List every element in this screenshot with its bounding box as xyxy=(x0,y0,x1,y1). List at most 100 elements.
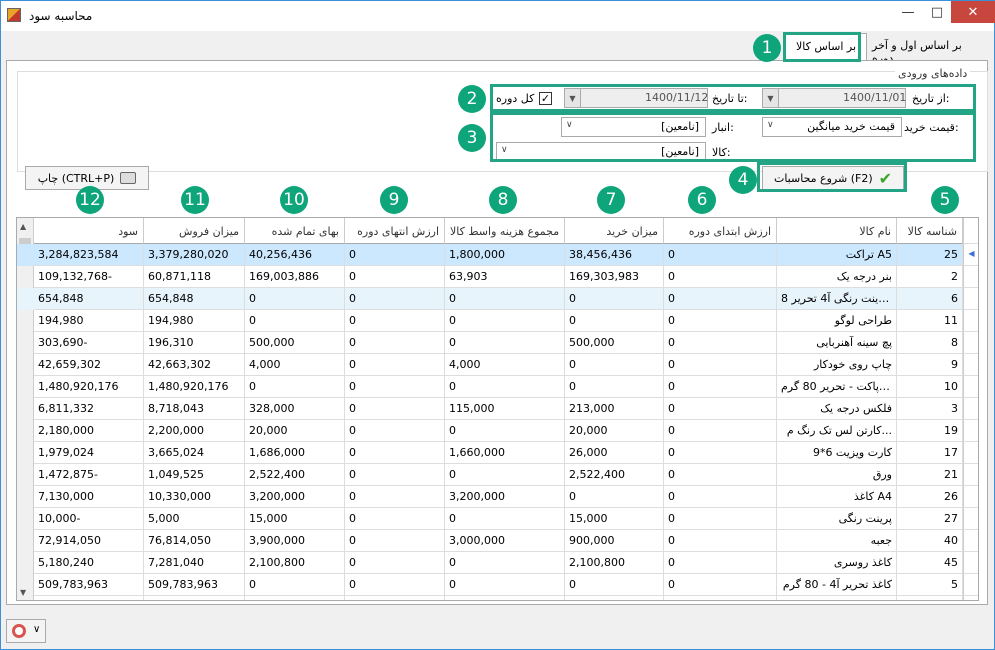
current-row-indicator[interactable]: ◀ xyxy=(963,244,978,266)
table-cell[interactable]: 60,871,118 xyxy=(144,266,245,288)
table-row[interactable]: 19 کارتن لس تک رنگ م... 0 20,000 0 0 20,000 2,2… xyxy=(17,420,963,442)
row-selector[interactable] xyxy=(963,398,978,420)
column-header[interactable]: مجموع هزینه واسط کالا xyxy=(445,218,565,244)
table-row[interactable]: 11 طراحی لوگو 0 0 0 0 0 194,980 194,980 xyxy=(17,310,963,332)
table-cell[interactable]: 140,000 xyxy=(565,596,664,600)
table-cell[interactable]: 7,130,000 xyxy=(34,486,144,508)
column-header[interactable]: میزان فروش xyxy=(144,218,245,244)
table-cell[interactable]: 8,718,043 xyxy=(144,398,245,420)
cell-goods-name[interactable]: ورق xyxy=(777,464,897,486)
table-cell[interactable]: 2,522,400 xyxy=(245,464,345,486)
table-cell[interactable]: 0 xyxy=(664,244,777,266)
cell-goods-name[interactable]: بروشور دو لت xyxy=(777,596,897,600)
table-cell[interactable]: 3,284,823,584 xyxy=(34,244,144,266)
table-cell[interactable]: 0 xyxy=(664,288,777,310)
purchase-price-combo[interactable]: ∨ قیمت خرید میانگین xyxy=(762,117,902,137)
table-cell[interactable]: 0 xyxy=(345,486,445,508)
table-cell[interactable]: 1,800,000 xyxy=(445,244,565,266)
table-cell[interactable]: 1,472,875- xyxy=(34,464,144,486)
whole-period-checkbox[interactable]: ✓ xyxy=(539,92,552,105)
cell-goods-id[interactable]: 27 xyxy=(897,508,963,530)
table-cell[interactable]: 4,000 xyxy=(445,354,565,376)
cell-goods-id[interactable]: 17 xyxy=(897,442,963,464)
table-cell[interactable]: 3,000,000 xyxy=(445,530,565,552)
table-row[interactable]: 3 فلکس درجه یک 0 213,000 115,000 0 328,000 8,71… xyxy=(17,398,963,420)
table-cell[interactable]: 76,814,050 xyxy=(144,530,245,552)
table-cell[interactable]: 1,480,920,176 xyxy=(144,376,245,398)
table-cell[interactable]: 0 xyxy=(565,376,664,398)
cell-goods-name[interactable]: بنر درجه یک xyxy=(777,266,897,288)
table-cell[interactable]: 900,000 xyxy=(565,530,664,552)
table-cell[interactable]: 0 xyxy=(445,332,565,354)
table-cell[interactable]: 7,281,040 xyxy=(144,552,245,574)
row-selector[interactable] xyxy=(963,486,978,508)
table-cell[interactable]: 3,200,000 xyxy=(445,486,565,508)
cell-goods-id[interactable]: 26 xyxy=(897,486,963,508)
table-cell[interactable]: 0 xyxy=(565,574,664,596)
table-cell[interactable]: 328,000 xyxy=(245,398,345,420)
cell-goods-name[interactable]: پرینت رنگی xyxy=(777,508,897,530)
table-cell[interactable]: 0 xyxy=(664,310,777,332)
table-cell[interactable]: 63,903 xyxy=(445,266,565,288)
column-header[interactable]: بهای تمام شده xyxy=(245,218,345,244)
table-cell[interactable]: 0 xyxy=(664,552,777,574)
table-row[interactable]: 26 کاغذ A4 0 0 3,200,000 0 3,200,000 10,330,000… xyxy=(17,486,963,508)
table-cell[interactable]: 0 xyxy=(445,552,565,574)
table-cell[interactable]: 0 xyxy=(245,310,345,332)
table-cell[interactable]: 0 xyxy=(664,420,777,442)
cell-goods-name[interactable]: کاغذ A4 xyxy=(777,486,897,508)
table-cell[interactable]: 196,310 xyxy=(144,332,245,354)
table-cell[interactable]: 1,660,000 xyxy=(445,442,565,464)
table-cell[interactable]: 1,406,100 xyxy=(34,596,144,600)
cell-goods-id[interactable]: 6 xyxy=(897,288,963,310)
table-cell[interactable]: 0 xyxy=(664,486,777,508)
column-header[interactable]: میزان خرید xyxy=(565,218,664,244)
table-cell[interactable]: 303,690- xyxy=(34,332,144,354)
table-cell[interactable]: 509,783,963 xyxy=(34,574,144,596)
table-cell[interactable]: 0 xyxy=(345,552,445,574)
table-cell[interactable]: 15,000 xyxy=(245,508,345,530)
table-row[interactable]: 51بروشور دو لت0140,00000140,0001,546,100… xyxy=(17,596,963,600)
column-header[interactable]: سود xyxy=(34,218,144,244)
cell-goods-id[interactable]: 21 xyxy=(897,464,963,486)
table-cell[interactable]: 6,811,332 xyxy=(34,398,144,420)
row-selector[interactable] xyxy=(963,420,978,442)
table-cell[interactable]: 2,100,800 xyxy=(565,552,664,574)
table-cell[interactable]: 0 xyxy=(345,376,445,398)
table-cell[interactable]: 1,049,525 xyxy=(144,464,245,486)
table-cell[interactable]: 115,000 xyxy=(445,398,565,420)
table-cell[interactable]: 3,200,000 xyxy=(245,486,345,508)
cell-goods-name[interactable]: کارت ویزیت 6*9 xyxy=(777,442,897,464)
table-cell[interactable]: 26,000 xyxy=(565,442,664,464)
table-cell[interactable]: 194,980 xyxy=(34,310,144,332)
table-cell[interactable]: 0 xyxy=(345,596,445,600)
table-cell[interactable]: 0 xyxy=(664,376,777,398)
cell-goods-id[interactable]: 45 xyxy=(897,552,963,574)
cell-goods-name[interactable]: کاغذ روسری xyxy=(777,552,897,574)
table-cell[interactable]: 0 xyxy=(664,266,777,288)
cell-goods-id[interactable]: 19 xyxy=(897,420,963,442)
table-cell[interactable]: 0 xyxy=(445,574,565,596)
table-cell[interactable]: 4,000 xyxy=(245,354,345,376)
cell-goods-name[interactable]: پرینت رنگی آ4 تحریر 8... xyxy=(777,288,897,310)
row-selector[interactable] xyxy=(963,596,978,600)
table-row[interactable]: 40 جعبه 0 900,000 3,000,000 0 3,900,000 76,814,… xyxy=(17,530,963,552)
column-header[interactable]: نام کالا xyxy=(777,218,897,244)
table-cell[interactable]: 1,686,000 xyxy=(245,442,345,464)
row-selector[interactable] xyxy=(963,442,978,464)
warehouse-combo[interactable]: ∨ [نامعین] xyxy=(561,117,706,137)
column-header[interactable]: شناسه کالا xyxy=(897,218,963,244)
row-selector[interactable] xyxy=(963,574,978,596)
row-selector[interactable] xyxy=(963,530,978,552)
table-cell[interactable]: 500,000 xyxy=(565,332,664,354)
table-cell[interactable]: 0 xyxy=(345,420,445,442)
table-cell[interactable]: 509,783,963 xyxy=(144,574,245,596)
maximize-button[interactable]: □ xyxy=(923,1,951,23)
profit-grid[interactable]: ▲ ▼ شناسه کالا نام کالا ارزش ابتدای دوره می… xyxy=(16,217,979,601)
table-cell[interactable]: 40,256,436 xyxy=(245,244,345,266)
table-cell[interactable]: 0 xyxy=(345,464,445,486)
table-cell[interactable]: 500,000 xyxy=(245,332,345,354)
table-cell[interactable]: 0 xyxy=(345,398,445,420)
table-cell[interactable]: 0 xyxy=(245,376,345,398)
table-cell[interactable]: 0 xyxy=(565,486,664,508)
